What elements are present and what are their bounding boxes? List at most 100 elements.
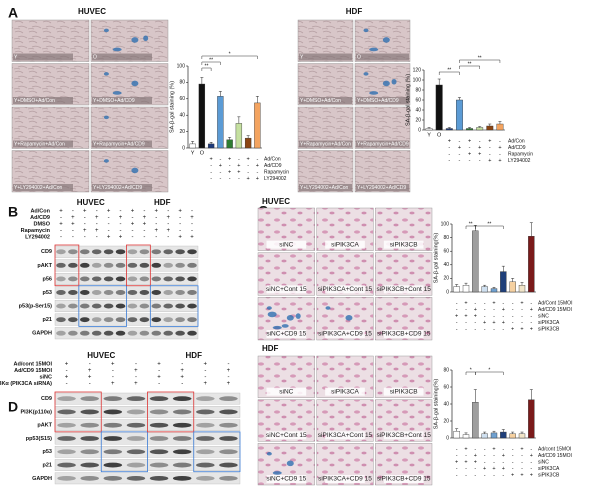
band <box>80 317 90 323</box>
band <box>175 262 185 268</box>
band <box>139 290 150 295</box>
band <box>151 330 162 336</box>
highlight-box <box>149 285 199 327</box>
condition-sign: - <box>502 300 504 306</box>
significance: ** <box>469 221 473 227</box>
condition-label: siNC <box>39 374 52 380</box>
stained-cell <box>325 306 331 310</box>
bar <box>500 431 507 439</box>
y-tick-label: 80 <box>443 367 449 373</box>
band <box>149 475 169 481</box>
condition-sign: + <box>492 320 495 326</box>
band <box>175 290 185 295</box>
condition-sign: + <box>458 145 461 151</box>
stained-cell <box>103 72 109 76</box>
bar <box>472 230 479 293</box>
stained-cell <box>266 306 272 310</box>
condition-label: siPIK3CB <box>538 326 560 332</box>
condition-sign: - <box>219 169 221 175</box>
condition-sign: + <box>492 466 495 472</box>
condition-sign: - <box>179 228 181 234</box>
band <box>163 303 173 309</box>
y-axis-label: SA-β-gal staining(%) <box>433 233 439 284</box>
condition-sign: - <box>143 209 145 215</box>
condition-sign: + <box>474 453 477 459</box>
image-label: siPIK3CB+Cont 15 <box>376 286 431 293</box>
band-label: pAKT <box>37 423 52 429</box>
band <box>175 330 185 336</box>
band <box>187 249 197 255</box>
image-label: Y+LY294002+Ad/Con <box>14 185 63 191</box>
stained-cell <box>281 324 289 328</box>
condition-sign: + <box>166 228 170 234</box>
band <box>219 475 238 481</box>
image-label: Y+Rapamycin+Ad/CD9 <box>93 141 145 147</box>
significance: ** <box>487 221 491 227</box>
label-bg <box>299 140 352 148</box>
condition-sign: - <box>484 313 486 319</box>
x-tick-label: O <box>200 150 205 156</box>
condition-sign: + <box>59 209 63 215</box>
condition-sign: - <box>465 472 467 478</box>
band <box>91 262 102 268</box>
band <box>80 436 99 441</box>
condition-sign: + <box>111 362 115 368</box>
condition-sign: - <box>181 381 183 387</box>
y-tick-label: 80 <box>415 87 421 93</box>
band <box>115 249 126 255</box>
band <box>163 262 173 268</box>
condition-sign: + <box>190 235 194 241</box>
condition-label: Ad/cont 15MOI <box>13 361 52 367</box>
y-tick-label: 20 <box>443 418 449 424</box>
condition-sign: - <box>210 163 212 169</box>
condition-sign: - <box>530 446 532 452</box>
condition-sign: - <box>502 472 504 478</box>
condition-sign: + <box>502 453 505 459</box>
bar <box>445 128 453 131</box>
highlight-box <box>54 244 80 287</box>
highlight-box <box>100 431 148 473</box>
stained-cell <box>345 315 353 321</box>
condition-sign: - <box>448 145 450 151</box>
band <box>91 303 102 309</box>
band <box>151 303 162 309</box>
band <box>139 276 150 282</box>
condition-sign: - <box>512 446 514 452</box>
condition-sign: - <box>521 313 523 319</box>
condition-sign: + <box>107 235 111 241</box>
condition-sign: + <box>502 320 505 326</box>
image-label: siPIK3CA+CD9 15 <box>318 331 372 338</box>
significance: ** <box>468 61 472 67</box>
band <box>172 409 192 415</box>
condition-sign: - <box>512 320 514 326</box>
condition-sign: - <box>474 320 476 326</box>
condition-sign: - <box>256 169 258 175</box>
condition-sign: + <box>520 300 523 306</box>
bar <box>455 99 463 131</box>
band <box>115 330 126 336</box>
condition-sign: - <box>530 459 532 465</box>
y-tick-label: 120 <box>413 67 422 73</box>
band <box>68 330 78 336</box>
bracket <box>201 61 221 65</box>
band-label: pp53(S15) <box>26 436 52 442</box>
image-label: siNC+Cont 15 <box>266 286 307 293</box>
condition-sign: - <box>493 472 495 478</box>
stained-cell <box>112 47 122 52</box>
condition-sign: - <box>210 176 212 182</box>
condition-sign: - <box>512 300 514 306</box>
band <box>187 330 197 336</box>
band <box>103 330 114 336</box>
band <box>103 409 123 415</box>
condition-sign: - <box>521 453 523 459</box>
condition-sign: - <box>143 228 145 234</box>
band <box>56 276 66 282</box>
condition-sign: - <box>493 459 495 465</box>
cell-line: HDF <box>154 198 171 207</box>
condition-sign: - <box>219 176 221 182</box>
condition-sign: + <box>204 381 208 387</box>
bar <box>453 286 460 293</box>
band-label: p53 <box>43 290 52 296</box>
condition-sign: - <box>135 375 137 381</box>
band <box>115 303 126 309</box>
